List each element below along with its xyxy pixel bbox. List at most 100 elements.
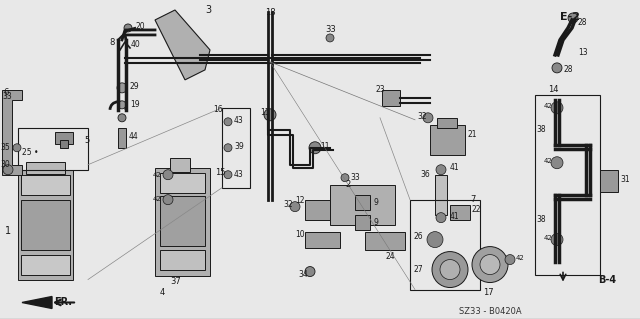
Text: 27: 27 [413,264,422,274]
Bar [355,195,370,210]
Text: 24: 24 [385,252,395,261]
Bar [21,175,70,195]
Bar [382,90,400,106]
Text: 21: 21 [468,130,477,139]
Text: 42: 42 [153,196,162,202]
Circle shape [427,232,443,248]
Bar [437,118,457,128]
Text: 35: 35 [0,143,10,152]
Bar [21,255,70,275]
Circle shape [472,247,508,283]
Circle shape [290,202,300,211]
Bar [330,185,395,225]
Text: 42: 42 [153,172,162,178]
Text: 37: 37 [170,277,180,286]
Bar [60,140,68,148]
Text: 34: 34 [298,270,308,278]
Bar [21,200,70,249]
Circle shape [305,267,315,277]
Text: 29: 29 [130,82,140,91]
Text: 42: 42 [544,234,553,241]
Text: 10: 10 [295,230,305,239]
Text: 9: 9 [373,218,378,226]
Polygon shape [22,296,52,308]
Text: 23: 23 [375,85,385,94]
Text: 14: 14 [548,85,559,94]
Bar [26,162,65,174]
Text: 42: 42 [516,255,525,261]
Text: 43: 43 [234,170,244,179]
Text: 5: 5 [84,136,89,145]
Circle shape [3,165,13,175]
Bar [355,215,370,230]
Text: 38: 38 [536,215,546,224]
Bar [222,108,250,188]
Bar [365,232,405,249]
Text: 15: 15 [215,168,225,177]
Text: 33: 33 [2,92,12,101]
Bar [305,200,330,220]
Bar [170,158,190,172]
Bar [160,173,205,193]
Text: 33: 33 [325,25,336,34]
Text: 31: 31 [620,175,630,184]
Text: 9: 9 [373,198,378,207]
Text: FR.: FR. [54,296,72,307]
Circle shape [163,170,173,180]
Bar [18,170,73,279]
Text: 22: 22 [472,205,481,214]
Text: 41: 41 [450,163,460,172]
Circle shape [13,144,21,152]
Bar [305,232,340,248]
Bar [450,205,470,220]
Circle shape [118,114,126,122]
Bar [430,125,465,155]
Bar [55,132,73,144]
Text: 13: 13 [578,48,588,57]
Text: 39: 39 [234,142,244,151]
Text: 32: 32 [283,200,292,209]
Text: 18: 18 [265,8,276,17]
Text: 20: 20 [136,22,146,31]
Text: 6: 6 [3,88,8,97]
Text: SZ33 - B0420A: SZ33 - B0420A [459,308,522,316]
Text: 3: 3 [205,5,211,15]
Text: 16: 16 [213,105,223,114]
Text: 8: 8 [109,38,115,47]
Text: 17: 17 [483,287,493,297]
Bar [160,249,205,270]
Polygon shape [155,10,210,80]
Circle shape [423,113,433,123]
Text: 4: 4 [160,287,165,297]
Text: E-2: E-2 [560,12,580,22]
Circle shape [436,213,446,223]
Text: 36: 36 [420,170,429,179]
Bar [410,200,480,290]
Circle shape [309,142,321,154]
Text: 28: 28 [563,65,573,74]
Circle shape [264,109,276,121]
Circle shape [224,118,232,126]
Text: 38: 38 [536,125,546,134]
Text: 42: 42 [544,158,553,164]
Text: 43: 43 [234,116,244,125]
Circle shape [568,13,578,23]
Text: 25 •: 25 • [22,148,38,157]
Circle shape [432,252,468,287]
Circle shape [124,24,132,32]
Circle shape [118,101,126,109]
Text: 32: 32 [417,112,427,121]
Bar [600,170,618,192]
Bar [155,168,210,276]
Text: 7: 7 [470,195,476,204]
Circle shape [163,195,173,205]
Circle shape [341,174,349,182]
Circle shape [505,255,515,264]
Circle shape [436,165,446,175]
Text: 12: 12 [295,196,305,205]
Circle shape [551,234,563,246]
Bar [160,196,205,246]
Circle shape [551,102,563,114]
Text: 19: 19 [130,100,140,109]
Text: 11: 11 [260,108,269,117]
